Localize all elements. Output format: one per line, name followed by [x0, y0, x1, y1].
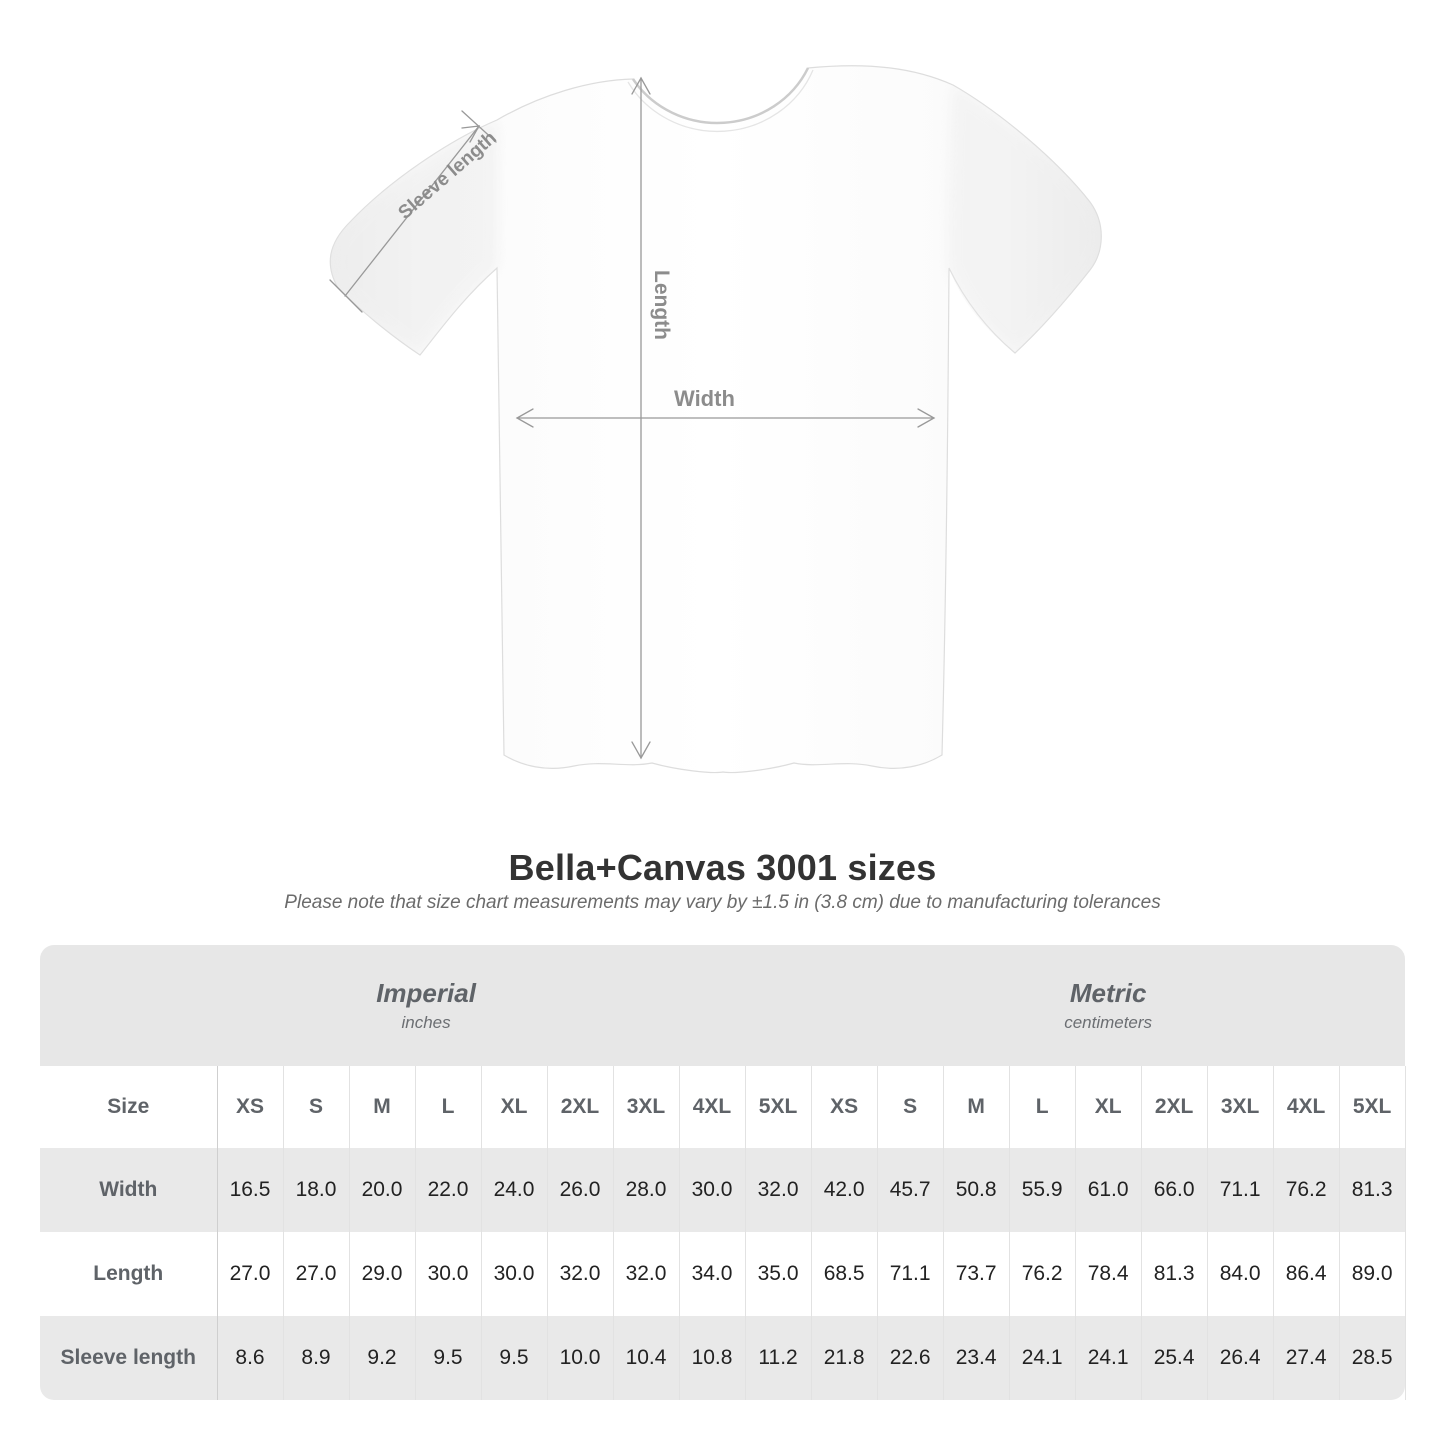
- svg-text:Width: Width: [674, 386, 735, 411]
- svg-text:Length: Length: [650, 270, 673, 340]
